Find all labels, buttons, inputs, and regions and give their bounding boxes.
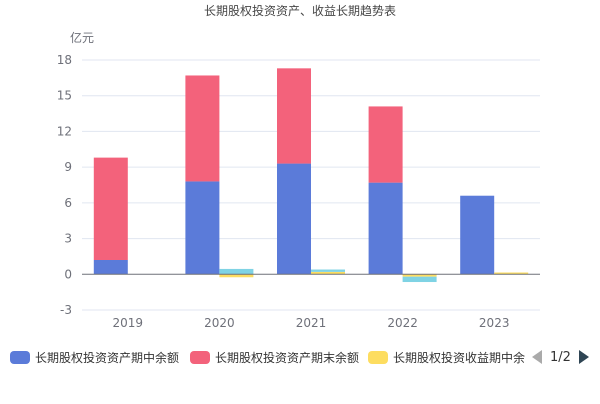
- legend-label: 长期股权投资资产期中余额: [35, 350, 180, 365]
- legend-page-indicator: 1/2: [550, 349, 571, 365]
- legend-item-asset-mid[interactable]: 长期股权投资资产期中余额: [10, 344, 185, 370]
- legend-prev-icon[interactable]: [532, 350, 542, 364]
- bar: [219, 274, 254, 278]
- y-tick-label: 6: [64, 196, 72, 210]
- bar: [402, 274, 437, 277]
- legend-label: 长期股权投资资产期末余额: [215, 350, 360, 365]
- x-tick-label: 2023: [479, 316, 510, 330]
- bar: [368, 106, 403, 183]
- bar: [311, 269, 345, 272]
- legend-item-asset-end[interactable]: 长期股权投资资产期末余额: [190, 344, 362, 370]
- legend-swatch: [368, 350, 388, 364]
- x-tick-label: 2019: [113, 316, 144, 330]
- bar: [185, 181, 220, 275]
- y-axis-ticks: 18 15 12 9 6 3 0 -3: [57, 53, 72, 317]
- legend-swatch: [190, 350, 210, 364]
- y-tick-label: 12: [57, 124, 72, 138]
- legend-next-icon[interactable]: [578, 350, 589, 364]
- legend-label: 长期股权投资收益期中余额: [393, 350, 525, 365]
- legend-pager: 1/2: [532, 344, 589, 370]
- bar: [185, 75, 220, 182]
- y-tick-label: 0: [64, 267, 72, 281]
- chart-title: 长期股权投资资产、收益长期趋势表: [204, 3, 396, 18]
- bar: [494, 272, 529, 275]
- legend: 长期股权投资资产期中余额 长期股权投资资产期末余额 长期股权投资收益期中余额 1…: [0, 344, 600, 370]
- y-tick-label: 18: [57, 53, 72, 67]
- bar: [219, 268, 254, 275]
- x-tick-label: 2021: [296, 316, 327, 330]
- y-axis-unit-label: 亿元: [70, 30, 94, 45]
- legend-item-income-mid[interactable]: 长期股权投资收益期中余额: [368, 344, 525, 370]
- y-tick-label: 15: [57, 89, 72, 103]
- legend-swatch: [10, 350, 30, 364]
- bar: [368, 182, 403, 275]
- bar: [93, 157, 128, 260]
- x-axis-ticks: 2019 2020 2021 2022 2023: [113, 316, 510, 330]
- bar: [402, 276, 437, 283]
- bar: [460, 195, 495, 275]
- x-tick-label: 2022: [387, 316, 418, 330]
- bar: [277, 163, 311, 275]
- bar: [277, 68, 311, 164]
- y-tick-label: 9: [64, 160, 72, 174]
- bar: [93, 260, 128, 275]
- bar: [311, 271, 345, 275]
- x-tick-label: 2020: [204, 316, 235, 330]
- y-tick-label: -3: [60, 303, 72, 317]
- y-tick-label: 3: [64, 232, 72, 246]
- bars: [93, 68, 529, 283]
